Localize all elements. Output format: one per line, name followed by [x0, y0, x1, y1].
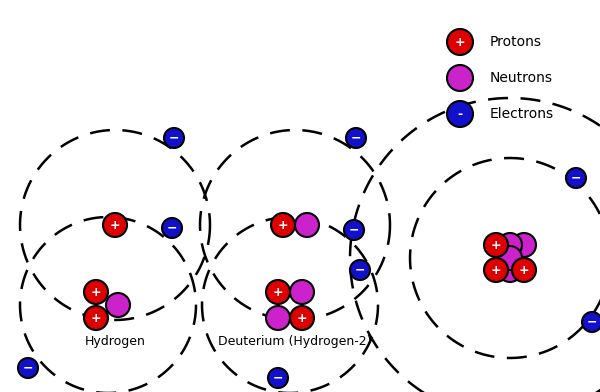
- Circle shape: [346, 128, 366, 148]
- Circle shape: [582, 312, 600, 332]
- Text: −: −: [587, 316, 597, 328]
- Circle shape: [18, 358, 38, 378]
- Circle shape: [447, 101, 473, 127]
- Text: +: +: [491, 263, 502, 276]
- Circle shape: [266, 306, 290, 330]
- Text: +: +: [455, 36, 466, 49]
- Text: Protons: Protons: [490, 35, 542, 49]
- Circle shape: [498, 246, 522, 270]
- Text: +: +: [518, 263, 529, 276]
- Text: −: −: [349, 223, 359, 236]
- Circle shape: [266, 280, 290, 304]
- Text: +: +: [491, 238, 502, 252]
- Circle shape: [498, 258, 522, 282]
- Text: Neutrons: Neutrons: [490, 71, 553, 85]
- Text: Electrons: Electrons: [490, 107, 554, 121]
- Circle shape: [344, 220, 364, 240]
- Circle shape: [290, 280, 314, 304]
- Circle shape: [566, 168, 586, 188]
- Circle shape: [498, 233, 522, 257]
- Text: +: +: [91, 285, 101, 298]
- Text: +: +: [272, 285, 283, 298]
- Text: +: +: [91, 312, 101, 325]
- Circle shape: [268, 368, 288, 388]
- Circle shape: [164, 128, 184, 148]
- Circle shape: [447, 65, 473, 91]
- Circle shape: [350, 260, 370, 280]
- Text: Deuterium (Hydrogen-2): Deuterium (Hydrogen-2): [218, 335, 372, 348]
- Text: −: −: [273, 372, 283, 385]
- Circle shape: [484, 233, 508, 257]
- Circle shape: [106, 293, 130, 317]
- Text: Hydrogen: Hydrogen: [85, 335, 145, 348]
- Circle shape: [447, 29, 473, 55]
- Circle shape: [103, 213, 127, 237]
- Circle shape: [512, 258, 536, 282]
- Circle shape: [290, 306, 314, 330]
- Circle shape: [271, 213, 295, 237]
- Text: -: -: [457, 107, 463, 120]
- Circle shape: [295, 213, 319, 237]
- Circle shape: [484, 258, 508, 282]
- Text: −: −: [23, 361, 33, 374]
- Text: +: +: [296, 312, 307, 325]
- Text: +: +: [110, 218, 121, 232]
- Text: −: −: [169, 131, 179, 145]
- Circle shape: [162, 218, 182, 238]
- Circle shape: [84, 306, 108, 330]
- Circle shape: [512, 233, 536, 257]
- Circle shape: [84, 280, 108, 304]
- Text: −: −: [167, 221, 177, 234]
- Text: +: +: [278, 218, 289, 232]
- Text: −: −: [351, 131, 361, 145]
- Text: −: −: [355, 263, 365, 276]
- Text: −: −: [571, 172, 581, 185]
